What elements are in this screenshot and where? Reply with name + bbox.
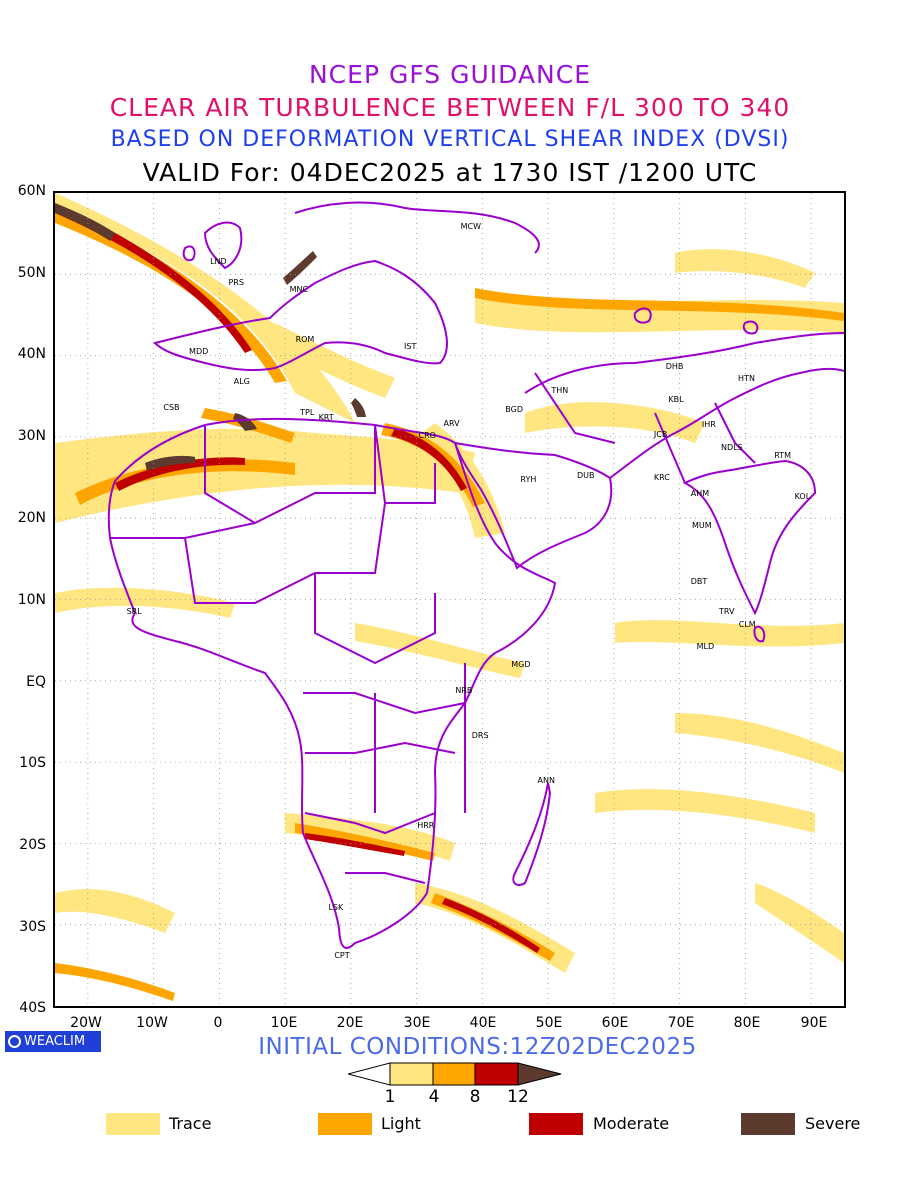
station-label-tpl: TPL [300,408,315,418]
colorbar-tick-8: 8 [469,1087,481,1107]
station-label-rom: ROM [295,335,315,345]
lon-label-40e: 40E [469,1015,497,1031]
turbulence-field [55,193,844,1001]
lat-label-20n: 20N [17,510,46,526]
lat-label-50n: 50N [17,265,46,281]
title-line-2: CLEAR AIR TURBULENCE BETWEEN F/L 300 TO … [109,93,791,122]
lon-label-70e: 70E [667,1015,695,1031]
country-borders [107,201,844,949]
station-label-alg: ALG [233,377,250,387]
station-label-kol: KOL [794,492,811,502]
station-label-thn: THN [551,385,569,395]
station-label-clm: CLM [738,619,756,629]
legend-swatch-severe [741,1113,795,1135]
initial-conditions: INITIAL CONDITIONS:12Z02DEC2025 [258,1034,697,1060]
title-line-3: BASED ON DEFORMATION VERTICAL SHEAR INDE… [110,127,790,152]
colorbar-segment-moderate [474,1062,519,1086]
station-label-drs: DRS [471,731,489,741]
station-label-mdd: MDD [189,347,209,357]
lat-label-10n: 10N [17,592,46,608]
weaclim-logo: WEACLIM [5,1031,101,1052]
station-label-krc: KRC [653,473,670,483]
color-bar [348,1062,562,1086]
lon-label-10w: 10W [136,1015,168,1031]
lat-label-30s: 30S [19,919,46,935]
lon-label-0: 0 [213,1015,223,1031]
station-label-trv: TRV [718,606,735,616]
legend-swatch-light [318,1113,372,1135]
station-label-dbt: DBT [690,577,708,587]
station-label-kbl: KBL [668,395,684,405]
station-label-jcb: JCB [653,430,668,440]
colorbar-tick-12: 12 [507,1087,529,1107]
lon-label-10e: 10E [270,1015,298,1031]
station-label-ihr: IHR [701,419,716,429]
lon-label-50e: 50E [535,1015,563,1031]
lat-label-30n: 30N [17,428,46,444]
map-canvas [55,193,844,1006]
station-label-nrb: NRB [455,686,473,696]
lon-label-80e: 80E [733,1015,761,1031]
lon-label-90e: 90E [800,1015,828,1031]
title-line-1: NCEP GFS GUIDANCE [308,60,591,89]
station-label-srl: SRL [126,606,142,616]
station-label-ryh: RYH [520,474,537,484]
legend-swatch-trace [106,1113,160,1135]
colorbar-segment-light [432,1062,476,1086]
station-label-mgd: MGD [511,659,531,669]
lat-label-10s: 10S [19,755,46,771]
station-label-ndls: NDLS [720,443,743,453]
legend-swatch-moderate [529,1113,583,1135]
colorbar-lower-arrow [348,1062,391,1086]
legend-label-light: Light [381,1114,421,1133]
colorbar-tick-4: 4 [428,1087,440,1107]
station-label-mum: MUM [692,520,712,530]
station-label-ahm: AHM [690,488,710,498]
station-label-ist: IST [404,342,417,352]
station-label-lnd: LND [210,257,227,267]
station-label-krt: KRT [318,413,334,423]
lat-label-eq: EQ [26,674,46,690]
logo-text: WEACLIM [24,1034,86,1049]
colorbar-segment-trace [389,1062,434,1086]
lat-label-60n: 60N [17,183,46,199]
turbulence-map [53,191,846,1008]
station-label-cro: CRO [418,431,436,441]
station-label-mnc: MNC [289,284,309,294]
station-label-bgd: BGD [505,405,524,415]
valid-time: VALID For: 04DEC2025 at 1730 IST /1200 U… [142,158,758,187]
legend-label-trace: Trace [169,1114,212,1133]
colorbar-tick-1: 1 [384,1087,396,1107]
station-label-mld: MLD [696,641,715,651]
station-label-dhb: DHB [665,361,684,371]
station-label-arv: ARV [443,418,460,428]
lat-label-40s: 40S [19,1000,46,1016]
station-label-cpt: CPT [334,951,350,961]
lon-label-20w: 20W [70,1015,102,1031]
station-label-lsk: LSK [328,903,344,913]
colorbar-upper-arrow [517,1062,562,1086]
station-label-rtm: RTM [774,450,791,460]
station-label-hrr: HRR [417,820,435,830]
lon-label-20e: 20E [336,1015,364,1031]
station-label-mcw: MCW [460,222,481,232]
station-label-htn: HTN [738,374,755,384]
lat-label-40n: 40N [17,346,46,362]
station-label-prs: PRS [228,278,244,288]
lon-label-30e: 30E [403,1015,431,1031]
logo-circle-icon [8,1035,21,1048]
station-label-csb: CSB [163,402,180,412]
legend-label-moderate: Moderate [593,1114,670,1133]
lat-label-20s: 20S [19,837,46,853]
station-label-ann: ANN [537,775,555,785]
station-label-dub: DUB [576,470,595,480]
legend-label-severe: Severe [805,1114,861,1133]
lon-label-60e: 60E [601,1015,629,1031]
